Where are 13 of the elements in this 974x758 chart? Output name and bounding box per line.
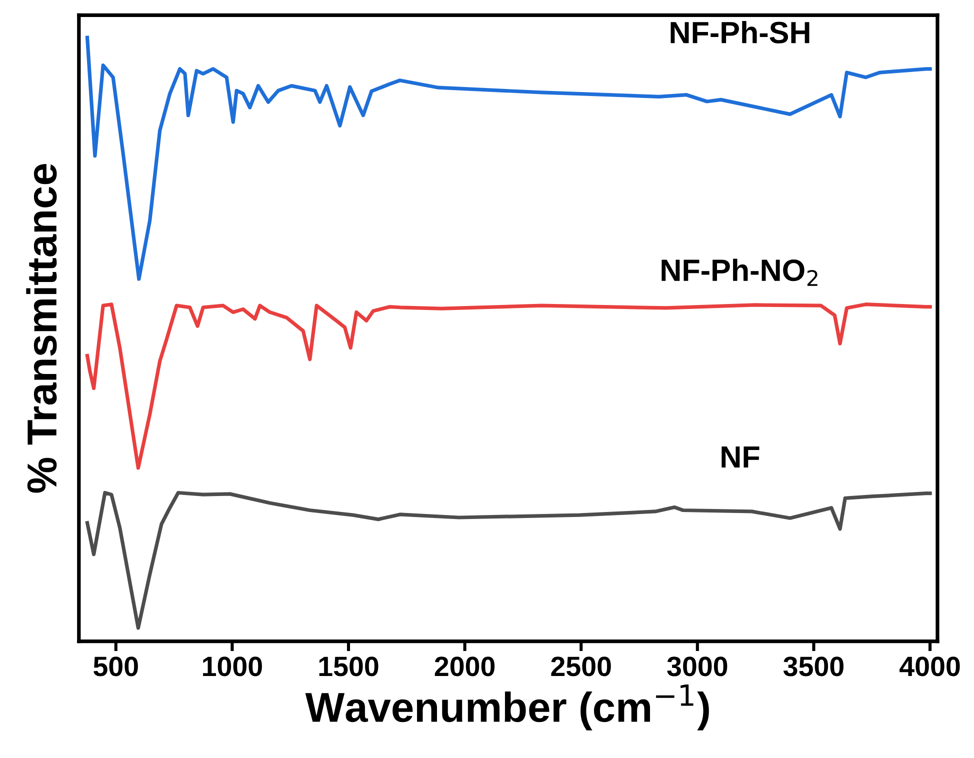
x-tick-label: 1000 — [203, 656, 262, 676]
series-label: NF-Ph-SH — [670, 20, 810, 44]
x-tick-label: 1500 — [319, 656, 378, 676]
x-tick-label: 2000 — [434, 656, 495, 676]
x-tick-label: 2500 — [551, 656, 611, 676]
x-tick-label: 500 — [94, 656, 138, 676]
x-tick-label: 3500 — [783, 656, 844, 676]
x-tick-label: 3000 — [667, 656, 728, 676]
x-axis-title: Wavenumber (cm$^{−1}$) — [305, 684, 709, 730]
x-tick-label: 4000 — [900, 656, 960, 676]
series-label: NF-Ph-NO$_{2}$ — [662, 258, 818, 286]
y-axis-title: % Transmittance — [26, 164, 57, 493]
series-label: NF — [722, 446, 760, 468]
